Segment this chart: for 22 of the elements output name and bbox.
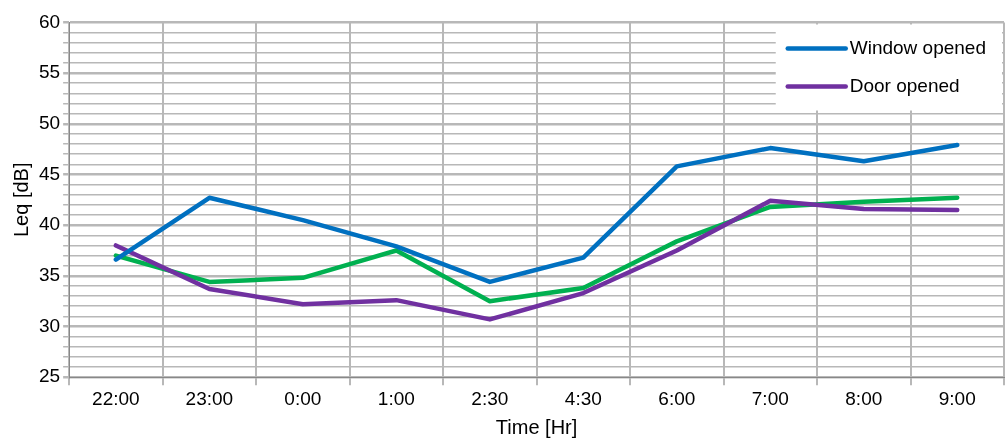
y-tick-label: 25 [38,365,61,387]
x-tick-label: 8:00 [845,387,883,409]
y-tick-label: 40 [38,213,61,235]
legend-label: Door opened [849,74,960,96]
x-tick-label: 1:00 [377,387,415,409]
x-tick-label: 2:30 [471,387,509,409]
x-tick-label: 4:30 [564,387,602,409]
y-tick-label: 55 [38,61,61,83]
x-tick-label: 22:00 [92,387,140,409]
y-tick-label: 45 [38,162,61,184]
x-axis-title: Time [Hr] [495,415,578,438]
y-tick-label: 50 [38,112,61,134]
legend-label: Window opened [849,36,987,58]
y-tick-label: 35 [38,264,61,286]
x-tick-label: 9:00 [938,387,976,409]
x-tick-label: 0:00 [284,387,322,409]
y-axis-title: Leq [dB] [9,162,32,238]
y-tick-label: 60 [38,10,61,32]
x-tick-label: 23:00 [185,387,234,409]
x-tick-label: 7:00 [751,387,789,409]
x-tick-label: 6:00 [658,387,696,409]
y-tick-label: 30 [38,314,61,336]
